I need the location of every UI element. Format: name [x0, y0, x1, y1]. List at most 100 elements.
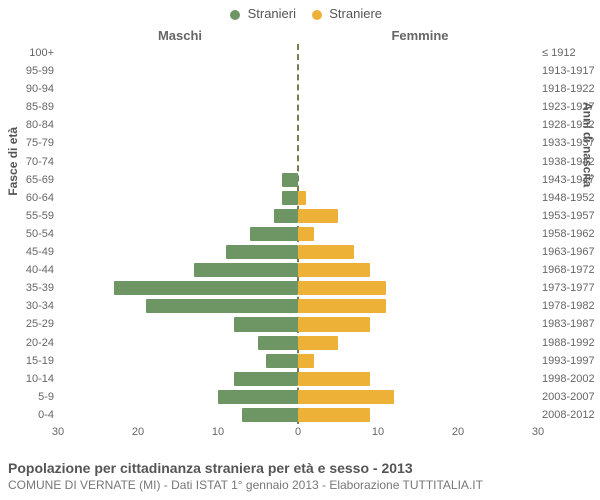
year-label: 1913-1917	[542, 62, 596, 80]
bar-pair	[58, 227, 538, 241]
bar-male	[282, 173, 298, 187]
column-headers: Maschi Femmine	[0, 28, 600, 43]
bar-pair	[58, 372, 538, 386]
bar-female	[298, 336, 338, 350]
bar-pair	[58, 317, 538, 331]
bar-male	[242, 408, 298, 422]
age-row: 75-791933-1937	[58, 134, 538, 152]
x-axis: 3020100102030	[58, 426, 538, 442]
year-label: 1988-1992	[542, 334, 596, 352]
bar-pair	[58, 118, 538, 132]
footer-title: Popolazione per cittadinanza straniera p…	[8, 460, 592, 476]
legend-label-male: Stranieri	[248, 6, 296, 21]
age-row: 50-541958-1962	[58, 225, 538, 243]
age-row: 5-92003-2007	[58, 388, 538, 406]
bar-male	[114, 281, 298, 295]
age-label: 95-99	[4, 62, 54, 80]
age-row: 0-42008-2012	[58, 406, 538, 424]
bar-male	[194, 263, 298, 277]
plot-area: 100+≤ 191295-991913-191790-941918-192285…	[58, 44, 538, 424]
legend-swatch-female	[312, 10, 322, 20]
bar-female	[298, 390, 394, 404]
year-label: 2003-2007	[542, 388, 596, 406]
age-row: 95-991913-1917	[58, 62, 538, 80]
age-label: 30-34	[4, 297, 54, 315]
age-row: 10-141998-2002	[58, 370, 538, 388]
age-label: 40-44	[4, 261, 54, 279]
age-row: 85-891923-1927	[58, 98, 538, 116]
x-tick: 30	[532, 426, 544, 438]
year-label: 1978-1982	[542, 297, 596, 315]
footer-subtitle: COMUNE DI VERNATE (MI) - Dati ISTAT 1° g…	[8, 478, 592, 492]
bar-male	[274, 209, 298, 223]
bar-male	[234, 317, 298, 331]
age-row: 80-841928-1932	[58, 116, 538, 134]
age-label: 45-49	[4, 243, 54, 261]
age-label: 35-39	[4, 279, 54, 297]
population-pyramid-chart: Stranieri Straniere Maschi Femmine Fasce…	[0, 0, 600, 500]
year-label: 1998-2002	[542, 370, 596, 388]
bar-pair	[58, 155, 538, 169]
column-header-female: Femmine	[300, 28, 600, 43]
x-tick: 30	[52, 426, 64, 438]
bar-female	[298, 227, 314, 241]
bar-male	[218, 390, 298, 404]
year-label: 2008-2012	[542, 406, 596, 424]
age-row: 45-491963-1967	[58, 243, 538, 261]
legend-label-female: Straniere	[329, 6, 382, 21]
year-label: 1923-1927	[542, 98, 596, 116]
age-label: 55-59	[4, 207, 54, 225]
age-label: 60-64	[4, 189, 54, 207]
bar-female	[298, 281, 386, 295]
year-label: 1963-1967	[542, 243, 596, 261]
bar-pair	[58, 390, 538, 404]
age-row: 25-291983-1987	[58, 315, 538, 333]
bar-pair	[58, 263, 538, 277]
bar-pair	[58, 64, 538, 78]
x-tick: 20	[132, 426, 144, 438]
age-label: 50-54	[4, 225, 54, 243]
age-label: 10-14	[4, 370, 54, 388]
x-tick: 20	[452, 426, 464, 438]
x-tick: 10	[212, 426, 224, 438]
bar-pair	[58, 209, 538, 223]
year-label: 1973-1977	[542, 279, 596, 297]
age-row: 60-641948-1952	[58, 189, 538, 207]
bar-female	[298, 245, 354, 259]
year-label: ≤ 1912	[542, 44, 596, 62]
age-row: 70-741938-1942	[58, 153, 538, 171]
bar-female	[298, 317, 370, 331]
bar-pair	[58, 281, 538, 295]
bar-pair	[58, 100, 538, 114]
bar-pair	[58, 136, 538, 150]
bar-female	[298, 299, 386, 313]
legend-swatch-male	[230, 10, 240, 20]
bar-male	[146, 299, 298, 313]
bar-pair	[58, 354, 538, 368]
year-label: 1993-1997	[542, 352, 596, 370]
bar-pair	[58, 46, 538, 60]
bar-male	[282, 191, 298, 205]
age-row: 40-441968-1972	[58, 261, 538, 279]
age-label: 15-19	[4, 352, 54, 370]
bar-pair	[58, 173, 538, 187]
bar-pair	[58, 191, 538, 205]
bar-pair	[58, 299, 538, 313]
bar-male	[226, 245, 298, 259]
bar-female	[298, 263, 370, 277]
year-label: 1938-1942	[542, 153, 596, 171]
bar-male	[234, 372, 298, 386]
year-label: 1958-1962	[542, 225, 596, 243]
age-label: 5-9	[4, 388, 54, 406]
age-label: 75-79	[4, 134, 54, 152]
year-label: 1918-1922	[542, 80, 596, 98]
age-label: 70-74	[4, 153, 54, 171]
year-label: 1953-1957	[542, 207, 596, 225]
year-label: 1948-1952	[542, 189, 596, 207]
year-label: 1968-1972	[542, 261, 596, 279]
age-row: 35-391973-1977	[58, 279, 538, 297]
age-row: 55-591953-1957	[58, 207, 538, 225]
bar-female	[298, 354, 314, 368]
bar-female	[298, 191, 306, 205]
age-row: 100+≤ 1912	[58, 44, 538, 62]
